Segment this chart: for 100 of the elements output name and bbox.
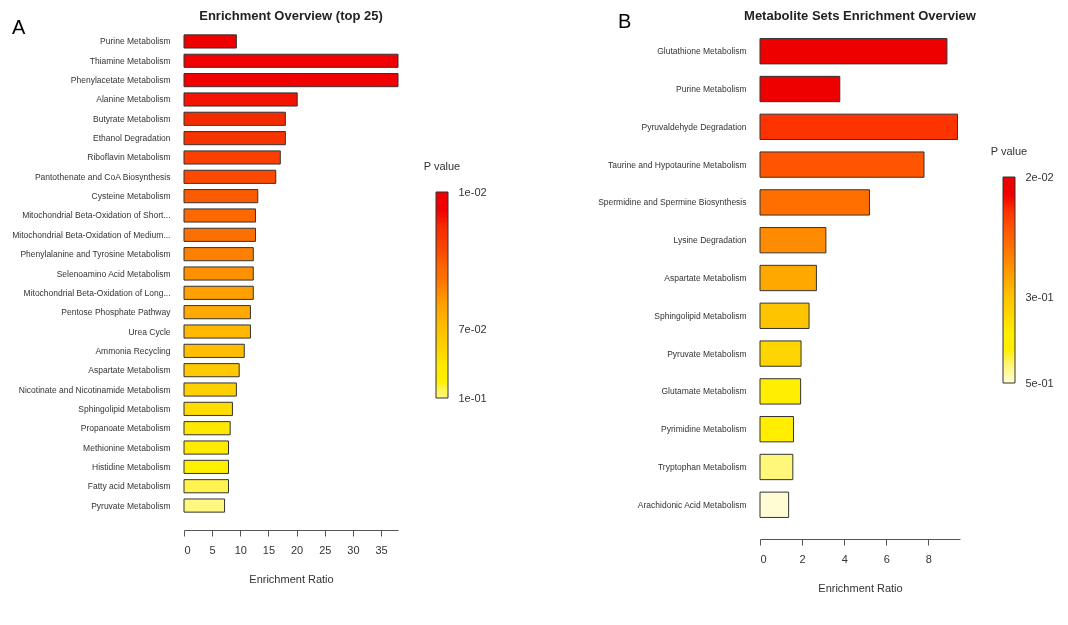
bar [759, 38, 948, 65]
bar [183, 440, 229, 455]
bar [183, 53, 399, 68]
y-tick-label: Pyruvaldehyde Degradation [641, 121, 747, 132]
x-tick-label: 20 [291, 543, 304, 556]
bar [759, 75, 841, 103]
text: A [12, 16, 26, 39]
y-tick-label: Mitochondrial Beta-Oxidation of Medium... [12, 229, 171, 240]
color-bar-label: 7e-02 [458, 322, 487, 335]
y-tick-label: Pyrimidine Metabolism [661, 424, 747, 435]
bar [183, 92, 298, 107]
y-tick-label: Selenoamino Acid Metabolism [56, 268, 171, 279]
bar [183, 34, 237, 49]
chart-title: Metabolite Sets Enrichment Overview [744, 8, 977, 23]
bar [183, 189, 259, 204]
x-tick-label: 8 [925, 552, 932, 565]
bar [759, 113, 958, 140]
y-tick-label: Pentose Phosphate Pathway [61, 307, 172, 318]
bar [183, 382, 237, 397]
color-bar-title: P value [990, 145, 1028, 157]
y-tick-label: Butyrate Metabolism [93, 113, 171, 124]
bar [183, 479, 229, 494]
x-tick-label: 4 [841, 552, 848, 565]
x-tick-label: 15 [262, 543, 276, 556]
bar [759, 378, 802, 405]
y-tick-label: Urea Cycle [128, 326, 171, 337]
y-tick-label: Phenylalanine and Tyrosine Metabolism [20, 249, 171, 260]
y-tick-label: Histidine Metabolism [92, 461, 171, 472]
bar [183, 266, 254, 281]
y-tick-label: Pyruvate Metabolism [667, 348, 747, 359]
bar [183, 363, 240, 378]
bar [183, 498, 226, 513]
bar [183, 131, 286, 146]
y-tick-label: Thiamine Metabolism [89, 55, 171, 66]
color-bar-label: 1e-01 [458, 391, 487, 404]
x-tick-label: 6 [883, 552, 890, 565]
y-tick-label: Aspartate Metabolism [88, 365, 171, 376]
bar [183, 305, 251, 320]
y-tick-label: Purine Metabolism [100, 36, 171, 47]
bar [759, 491, 790, 518]
x-tick-label: 5 [209, 543, 216, 556]
x-tick-label: 10 [234, 543, 247, 556]
x-tick-label: 0 [184, 543, 191, 556]
y-tick-label: Spermidine and Spermine Biosynthesis [598, 197, 747, 208]
x-tick-label: 25 [319, 543, 332, 556]
bar [759, 340, 802, 367]
color-bar-label: 1e-02 [458, 185, 487, 198]
bar [759, 264, 817, 292]
bar [183, 421, 231, 436]
bar [759, 189, 870, 216]
bar [183, 343, 245, 358]
bar [183, 73, 399, 88]
y-tick-label: Alanine Metabolism [96, 94, 171, 105]
y-tick-label: Ammonia Recycling [95, 345, 171, 356]
color-bar-label: 3e-01 [1025, 290, 1054, 303]
bar [183, 169, 277, 184]
y-tick-label: Mitochondrial Beta-Oxidation of Long... [23, 287, 171, 298]
bar [183, 111, 286, 126]
color-bar-label: 5e-01 [1025, 376, 1054, 389]
bar [759, 151, 925, 178]
color-bar-label: 2e-02 [1025, 170, 1054, 183]
bar [759, 416, 794, 443]
y-tick-label: Glutamate Metabolism [661, 386, 747, 397]
bar [759, 453, 794, 481]
y-tick-label: Mitochondrial Beta-Oxidation of Short... [22, 210, 171, 221]
bar [759, 227, 827, 254]
y-tick-label: Sphingolipid Metabolism [78, 403, 171, 414]
y-tick-label: Glutathione Metabolism [657, 46, 747, 57]
y-tick-label: Lysine Degradation [673, 235, 747, 246]
bar [183, 459, 229, 474]
text: B [618, 10, 632, 33]
bar [183, 324, 251, 339]
bar [183, 247, 254, 262]
y-tick-label: Fatty acid Metabolism [87, 481, 171, 492]
bar [759, 302, 810, 329]
x-axis-title: Enrichment Ratio [818, 581, 903, 594]
bar [183, 401, 233, 416]
y-tick-label: Aspartate Metabolism [664, 273, 747, 283]
y-tick-label: Pantothenate and CoA Biosynthesis [34, 171, 171, 182]
y-tick-label: Sphingolipid Metabolism [654, 310, 747, 321]
y-tick-label: Arachidonic Acid Metabolism [637, 499, 747, 510]
bar [183, 285, 254, 300]
x-axis-title: Enrichment Ratio [249, 572, 334, 585]
y-tick-label: Purine Metabolism [676, 84, 747, 95]
y-tick-label: Pyruvate Metabolism [91, 500, 171, 511]
bar [183, 208, 257, 223]
x-tick-label: 0 [760, 552, 767, 565]
y-tick-label: Methionine Metabolism [83, 442, 171, 453]
y-tick-label: Phenylacetate Metabolism [70, 75, 171, 86]
color-bar-title: P value [423, 160, 461, 172]
chart-title: Enrichment Overview (top 25) [199, 8, 383, 23]
y-tick-label: Ethanol Degradation [92, 133, 171, 144]
bar [183, 227, 257, 242]
bar [183, 150, 281, 165]
y-tick-label: Riboflavin Metabolism [87, 152, 171, 163]
y-tick-label: Taurine and Hypotaurine Metabolism [608, 159, 747, 170]
y-tick-label: Propanoate Metabolism [80, 423, 171, 434]
x-tick-label: 2 [799, 552, 806, 565]
y-tick-label: Tryptophan Metabolism [657, 461, 747, 472]
y-tick-label: Nicotinate and Nicotinamide Metabolism [18, 384, 171, 395]
